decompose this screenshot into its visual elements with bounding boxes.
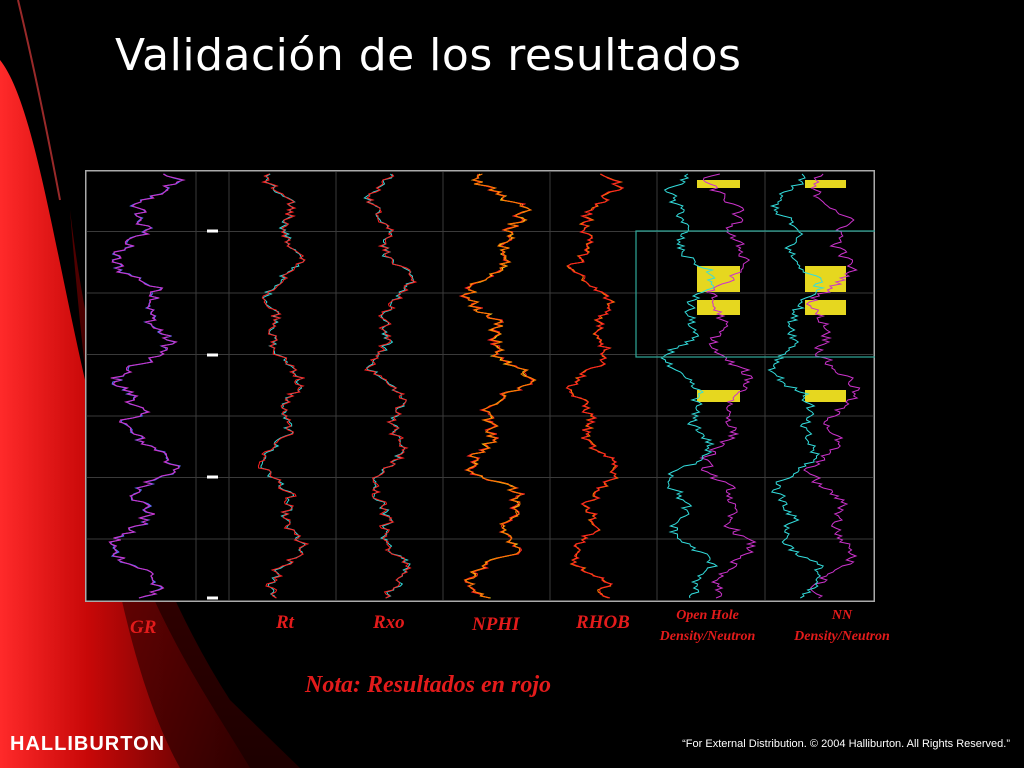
rt-curve-red <box>257 173 310 599</box>
nn-crossover-fill-4 <box>805 390 846 402</box>
depth-marks <box>207 229 218 600</box>
rhob-curve-red <box>565 173 625 599</box>
track-label-open-hole-line1: Open Hole <box>676 608 739 623</box>
nn-crossover-fill-1 <box>805 180 846 188</box>
depth-mark-4 <box>207 596 218 600</box>
oh-crossover-fill-2 <box>697 266 740 292</box>
depth-mark-3 <box>207 475 218 479</box>
track-label-nn: NN Density/Neutron <box>778 605 906 647</box>
depth-mark-1 <box>207 229 218 233</box>
nn-curve-cyan <box>767 173 826 599</box>
track-label-gr: GR <box>130 617 157 638</box>
track-label-nphi: NPHI <box>472 614 520 635</box>
highlight-box <box>635 230 875 358</box>
nn-crossover-fill-3 <box>805 300 846 315</box>
track-label-nn-line2: Density/Neutron <box>794 629 890 644</box>
track-label-rxo: Rxo <box>373 612 405 633</box>
depth-mark-2 <box>207 353 218 357</box>
track-label-rt: Rt <box>276 612 294 633</box>
halliburton-logo: HALLIBURTON <box>10 733 166 755</box>
track-label-open-hole-line2: Density/Neutron <box>659 629 756 644</box>
log-curves <box>108 173 861 599</box>
oh-curve-cyan <box>660 173 719 599</box>
track-label-open-hole: Open Hole Density/Neutron <box>645 605 770 647</box>
copyright-notice: “For External Distribution. © 2004 Halli… <box>682 738 1010 750</box>
nn-crossover-fill-2 <box>805 266 846 292</box>
results-note: Nota: Resultados en rojo <box>305 672 552 698</box>
nn-curve-purple <box>803 173 861 599</box>
rxo-curve-red <box>363 173 418 599</box>
oh-crossover-fill-1 <box>697 180 740 188</box>
oh-crossover-fill-4 <box>697 390 740 402</box>
well-log-panel <box>85 170 875 602</box>
oh-curve-purple <box>699 173 757 599</box>
nphi-curve-orange <box>461 173 537 599</box>
track-label-nn-line1: NN <box>831 608 853 623</box>
oh-crossover-fill-3 <box>697 300 740 315</box>
slide-title: Validación de los resultados <box>115 30 742 81</box>
track-label-rhob: RHOB <box>576 612 630 633</box>
gr-curve-purple <box>108 173 186 599</box>
